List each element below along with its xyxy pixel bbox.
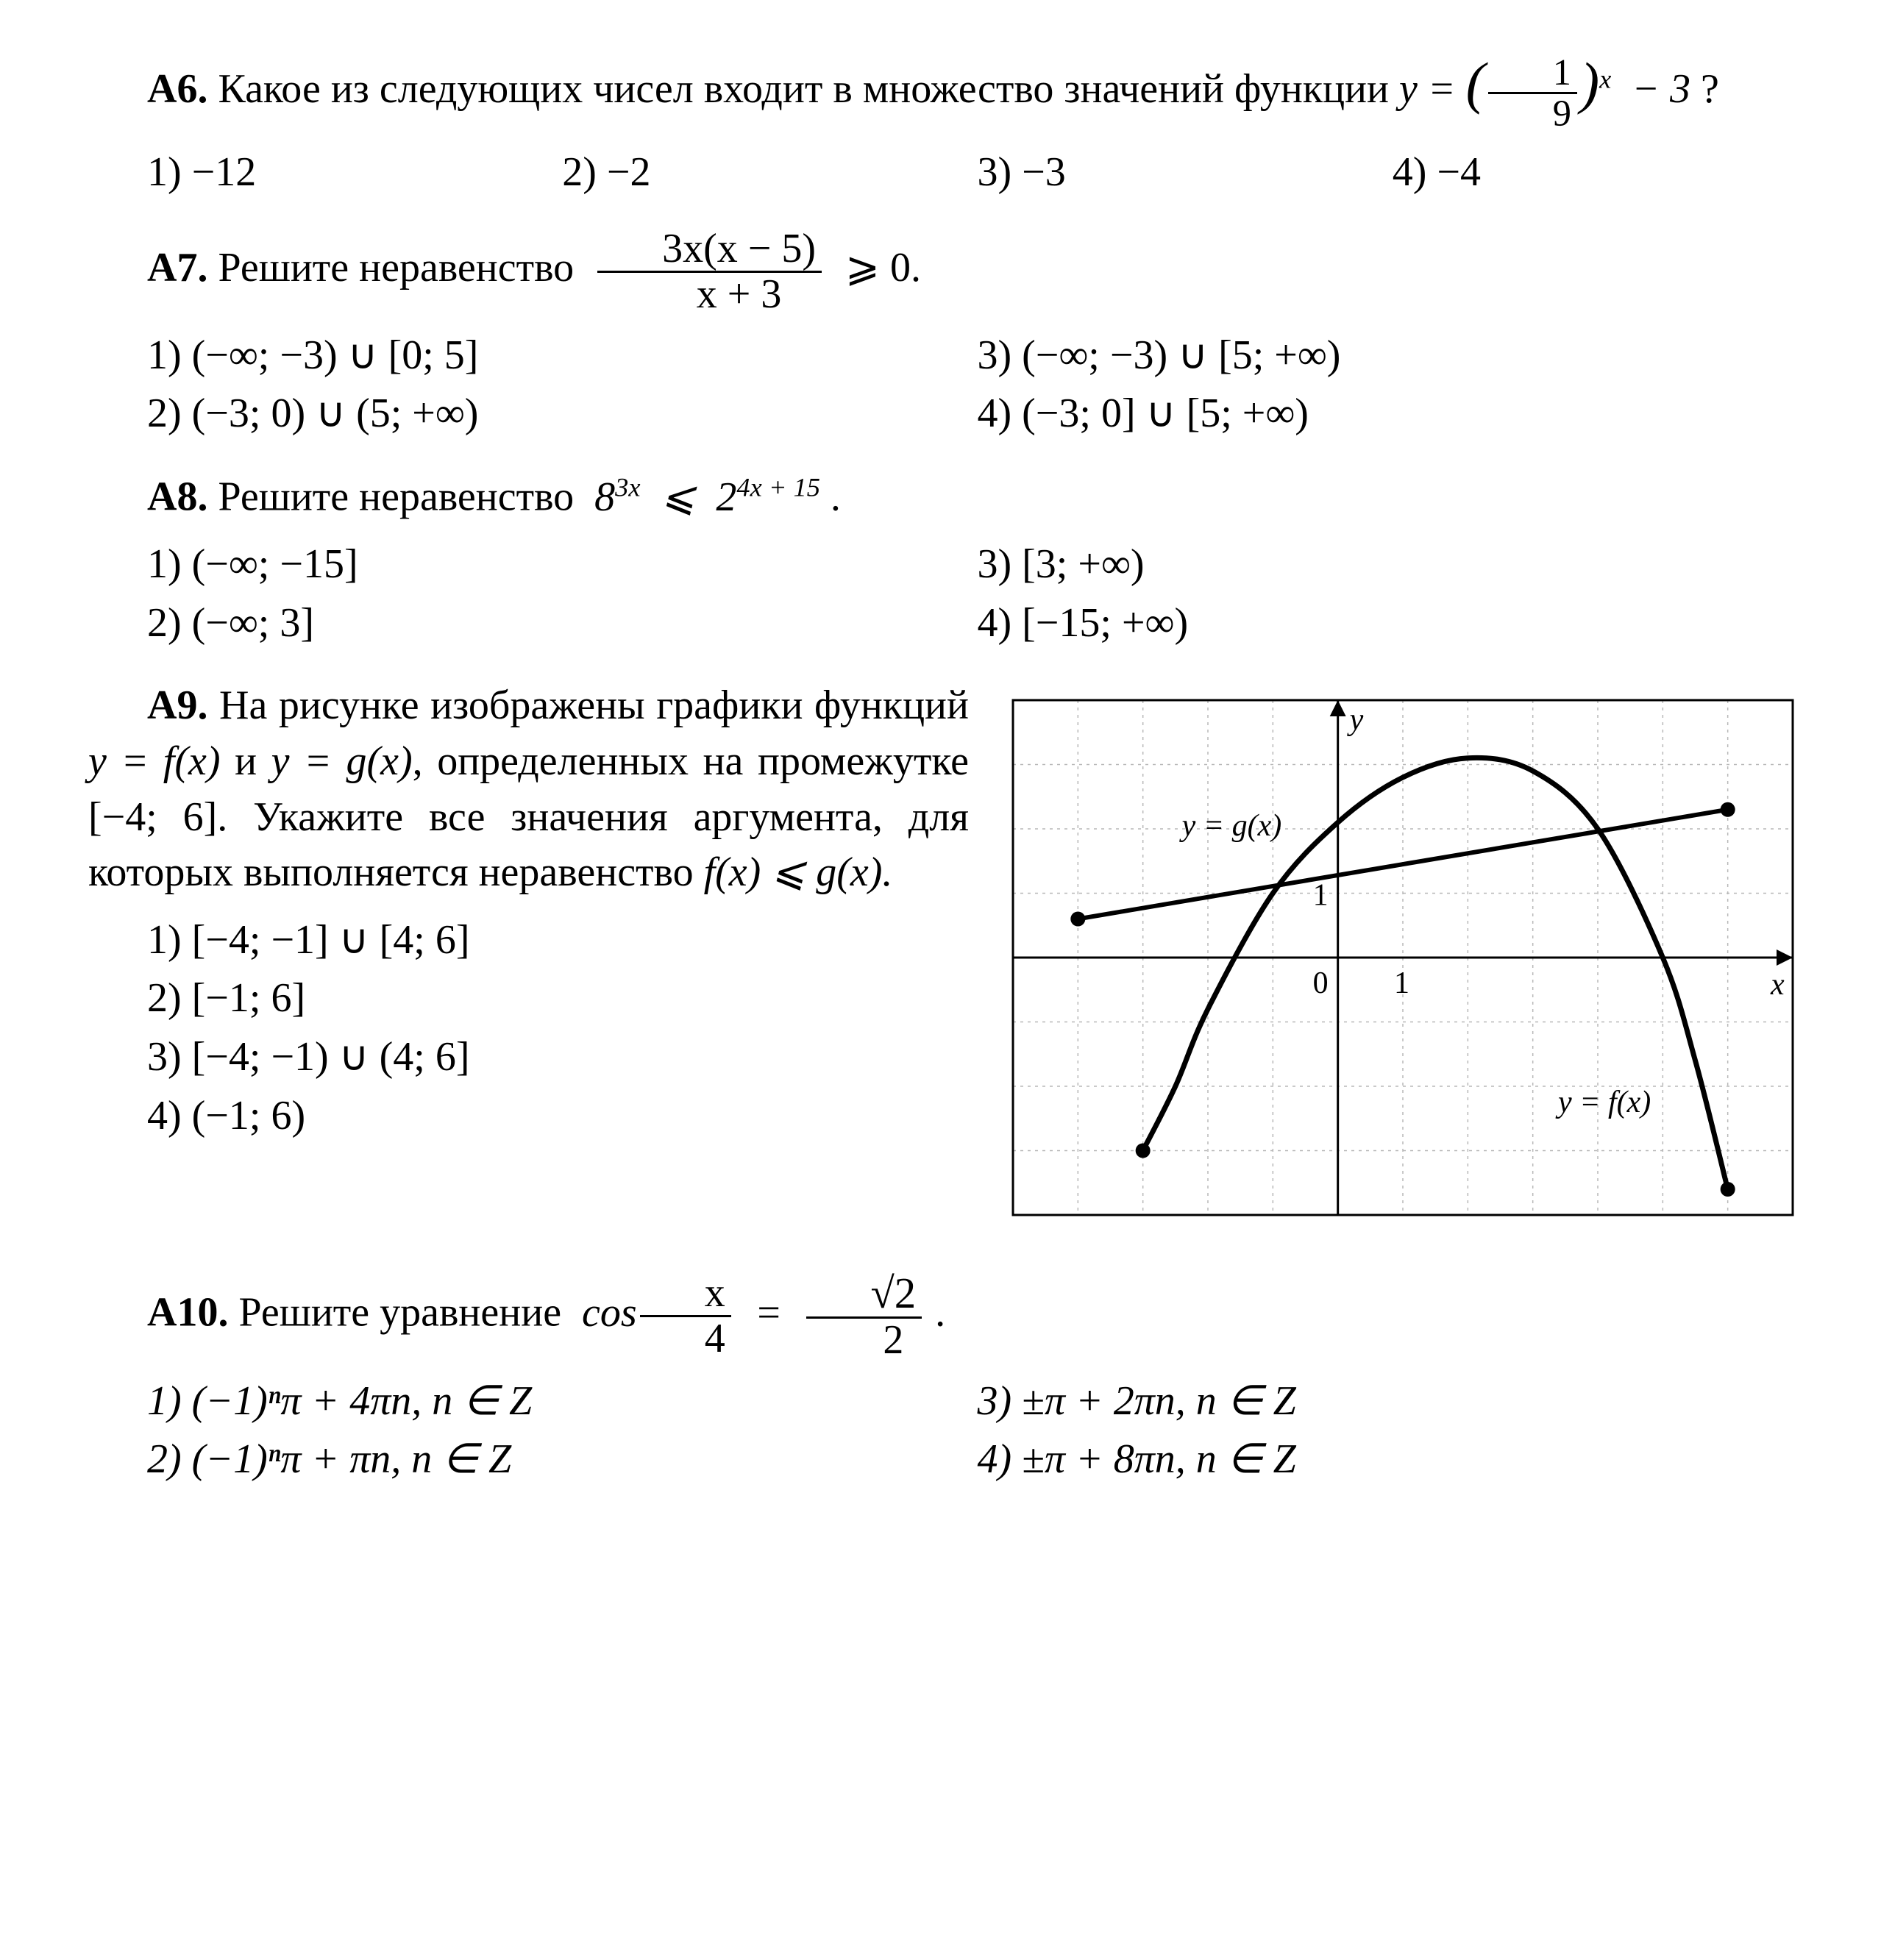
a10-text: Решите уравнение	[238, 1290, 561, 1336]
a6-opt-3: 3) −3	[978, 143, 1393, 202]
a7-opt-2: 2) (−3; 0) ∪ (5; +∞)	[147, 385, 978, 443]
a7-frac-den: x + 3	[597, 271, 822, 316]
a6-opt-4: 4) −4	[1393, 143, 1807, 202]
a8-label: А8.	[147, 474, 207, 520]
a10-rhs-den: 2	[806, 1316, 922, 1362]
a6-opt-2: 2) −2	[562, 143, 977, 202]
page: А6. Какое из следующих чисел входит в мн…	[0, 0, 1881, 1574]
a10-cos: cos	[582, 1290, 637, 1336]
a8-left-exp: 3x	[615, 472, 640, 502]
problem-a10: А10. Решите уравнение cos x 4 = √2 2 . 1…	[88, 1271, 1807, 1489]
a6-label: А6.	[147, 66, 207, 112]
a7-options: 1) (−∞; −3) ∪ [0; 5] 2) (−3; 0) ∪ (5; +∞…	[147, 327, 1807, 443]
a9-options: 1) [−4; −1] ∪ [4; 6] 2) [−1; 6] 3) [−4; …	[147, 911, 969, 1145]
a10-opt-4: 4) ±π + 8πn, n ∈ Z	[978, 1430, 1808, 1489]
svg-text:y: y	[1347, 703, 1364, 737]
a8-text: Решите неравенство	[218, 474, 574, 520]
a9-t0: На рисунке изображены графики функций	[219, 683, 969, 728]
a9-g-expr: y = g(x)	[271, 738, 413, 784]
a7-text: Решите неравенство	[218, 245, 574, 291]
a10-rhs-num: √2	[871, 1269, 917, 1317]
a9-opt-2: 2) [−1; 6]	[147, 969, 969, 1028]
a6-statement: А6. Какое из следующих чисел входит в мн…	[88, 44, 1807, 133]
a10-statement: А10. Решите уравнение cos x 4 = √2 2 .	[88, 1271, 1807, 1362]
a10-arg-den: 4	[640, 1315, 731, 1361]
svg-text:1: 1	[1394, 966, 1409, 1000]
a10-tail: .	[935, 1290, 945, 1336]
a8-expr: 83x ⩽ 24x + 15	[594, 474, 831, 520]
a8-options: 1) (−∞; −15] 2) (−∞; 3] 3) [3; +∞) 4) [−…	[147, 535, 1807, 652]
a7-opt-3: 3) (−∞; −3) ∪ [5; +∞)	[978, 327, 1808, 385]
svg-text:y = f(x): y = f(x)	[1555, 1086, 1651, 1119]
a9-f-expr: y = f(x)	[88, 738, 221, 784]
a10-options: 1) (−1)ⁿπ + 4πn, n ∈ Z 2) (−1)ⁿπ + πn, n…	[147, 1372, 1807, 1489]
problem-a8: А8. Решите неравенство 83x ⩽ 24x + 15 . …	[88, 469, 1807, 652]
a9-text-column: А9. На рисунке изображены графики функци…	[88, 678, 969, 1145]
a6-tail: ?	[1701, 66, 1719, 112]
a6-lhs: y	[1399, 66, 1418, 112]
a6-base-den: 9	[1488, 92, 1577, 133]
a6-exp: x	[1599, 64, 1611, 93]
problem-a7: А7. Решите неравенство 3x(x − 5) x + 3 ⩾…	[88, 227, 1807, 443]
a8-opt-4: 4) [−15; +∞)	[978, 594, 1808, 653]
a9-graph-container: y x 0 1 1 y = g(x) y = f(x)	[998, 685, 1807, 1245]
a9-opt-3: 3) [−4; −1) ∪ (4; 6]	[147, 1028, 969, 1087]
a8-opt-1: 1) (−∞; −15]	[147, 535, 978, 594]
a9-opt-1: 1) [−4; −1] ∪ [4; 6]	[147, 911, 969, 970]
a7-frac-num: 3x(x − 5)	[597, 227, 822, 271]
a7-fraction: 3x(x − 5) x + 3	[597, 227, 822, 316]
a9-label: А9.	[147, 683, 207, 728]
a9-layout: А9. На рисунке изображены графики функци…	[88, 678, 1807, 1245]
a7-label: А7.	[147, 245, 207, 291]
a9-statement: А9. На рисунке изображены графики функци…	[88, 678, 969, 900]
a6-shift: − 3	[1632, 66, 1690, 112]
a6-text-before: Какое из следующих чисел входит в множес…	[218, 66, 1399, 112]
a8-right-base: 2	[716, 474, 736, 520]
a8-right-exp: 4x + 15	[736, 472, 820, 502]
a6-base-num: 1	[1488, 53, 1577, 92]
a8-opt-3: 3) [3; +∞)	[978, 535, 1808, 594]
a8-rel: ⩽	[661, 474, 696, 520]
a10-eq: =	[755, 1290, 783, 1336]
a10-label: А10.	[147, 1290, 228, 1336]
a9-opt-4: 4) (−1; 6)	[147, 1087, 969, 1146]
a10-opt-1: 1) (−1)ⁿπ + 4πn, n ∈ Z	[147, 1372, 978, 1431]
svg-text:1: 1	[1313, 879, 1329, 913]
a7-opt-1: 1) (−∞; −3) ∪ [0; 5]	[147, 327, 978, 385]
a6-func: y = ( 1 9 )x − 3	[1399, 66, 1701, 112]
a7-statement: А7. Решите неравенство 3x(x − 5) x + 3 ⩾…	[88, 227, 1807, 316]
a7-opt-4: 4) (−3; 0] ∪ [5; +∞)	[978, 385, 1808, 443]
problem-a6: А6. Какое из следующих чисел входит в мн…	[88, 44, 1807, 202]
a8-statement: А8. Решите неравенство 83x ⩽ 24x + 15 .	[88, 469, 1807, 525]
a8-opt-2: 2) (−∞; 3]	[147, 594, 978, 653]
a10-arg-num: x	[640, 1272, 731, 1315]
a8-tail: .	[831, 474, 841, 520]
a7-rhs: ⩾ 0.	[845, 245, 921, 291]
a9-ineq: f(x) ⩽ g(x).	[704, 849, 893, 895]
problem-a9: А9. На рисунке изображены графики функци…	[88, 678, 1807, 1245]
svg-text:y = g(x): y = g(x)	[1179, 809, 1282, 843]
a6-opt-1: 1) −12	[147, 143, 562, 202]
a8-left-base: 8	[594, 474, 615, 520]
a10-expr: cos x 4 = √2 2	[582, 1290, 935, 1336]
a9-graph: y x 0 1 1 y = g(x) y = f(x)	[998, 685, 1807, 1230]
svg-text:0: 0	[1313, 966, 1329, 1000]
a9-t1: и	[221, 738, 271, 784]
svg-text:x: x	[1770, 968, 1785, 1002]
a10-opt-3: 3) ±π + 2πn, n ∈ Z	[978, 1372, 1808, 1431]
a10-opt-2: 2) (−1)ⁿπ + πn, n ∈ Z	[147, 1430, 978, 1489]
a6-options: 1) −12 2) −2 3) −3 4) −4	[147, 143, 1807, 202]
